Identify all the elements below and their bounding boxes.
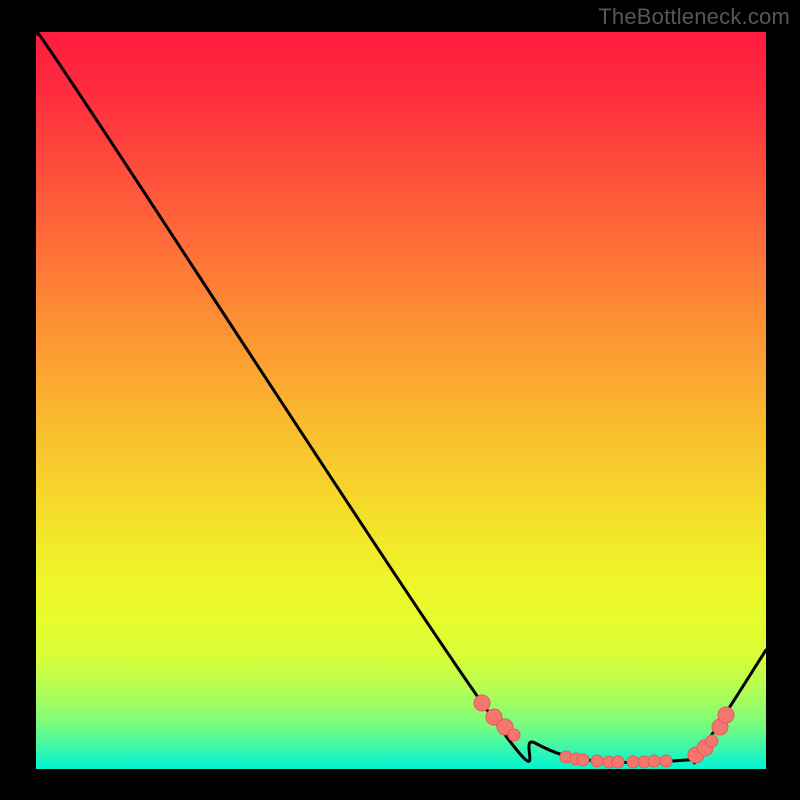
curve-marker <box>474 695 490 711</box>
curve-marker <box>612 756 624 768</box>
watermark-text: TheBottleneck.com <box>598 4 790 30</box>
curve-marker <box>718 707 734 723</box>
curve-marker <box>627 756 639 768</box>
curve-marker <box>660 755 672 767</box>
curve-marker <box>508 729 520 741</box>
bottleneck-chart <box>0 0 800 800</box>
curve-marker <box>706 735 718 747</box>
chart-container: TheBottleneck.com <box>0 0 800 800</box>
curve-marker <box>591 755 603 767</box>
curve-marker <box>648 755 660 767</box>
curve-marker <box>577 754 589 766</box>
chart-gradient-area <box>36 32 766 769</box>
